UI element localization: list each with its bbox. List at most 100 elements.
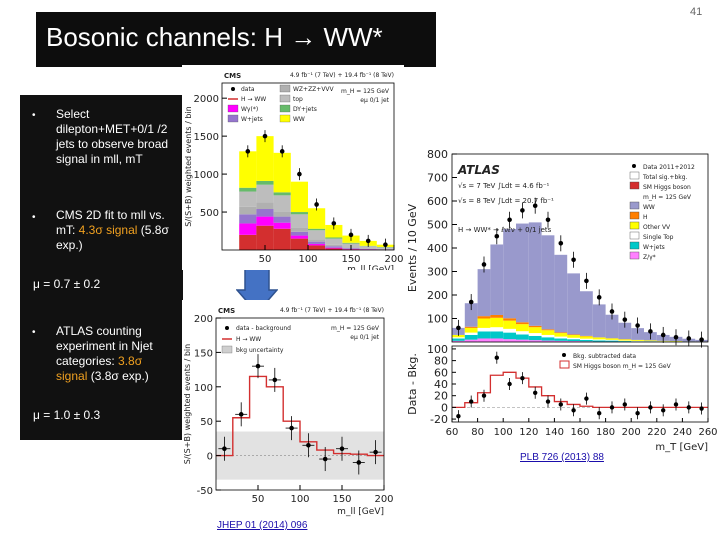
stack-bar: [516, 223, 529, 323]
stack-bar: [477, 318, 491, 328]
legend-label: Wγ(*): [241, 106, 258, 113]
stack-bar: [273, 216, 291, 223]
stack-bar: [490, 244, 504, 315]
data-point: [456, 413, 461, 419]
data-point: [532, 203, 538, 208]
legend-marker: [632, 164, 636, 168]
chart-header: ATLAS: [457, 163, 500, 177]
x-tick-label: 160: [570, 427, 589, 438]
data-point: [279, 149, 285, 154]
legend-label: Total sig.+bkg.: [642, 174, 688, 181]
stack-bar: [290, 214, 308, 228]
stack-bar: [273, 211, 291, 217]
chart-lumi: √s = 7 TeV ∫Ldt = 4.6 fb⁻¹: [458, 182, 550, 190]
x-tick-label: 150: [341, 254, 360, 265]
legend-label: SM Higgs boson m_H = 125 GeV: [573, 363, 672, 370]
cms-reference-link[interactable]: JHEP 01 (2014) 096: [217, 520, 308, 531]
legend-label: H → WW: [241, 96, 266, 103]
y-axis-label: S/(S+B) weighted events / bin: [183, 344, 192, 464]
legend-marker: [559, 360, 570, 369]
stack-bar: [239, 151, 257, 188]
data-point: [622, 317, 628, 322]
data-point: [494, 355, 499, 360]
stack-bar: [256, 209, 274, 217]
data-point: [322, 456, 328, 462]
stack-bar: [290, 212, 308, 215]
legend-label: W+jets: [643, 244, 665, 251]
stack-bar: [325, 238, 343, 245]
y-tick-label: 100: [194, 383, 213, 394]
stack-bar: [592, 304, 606, 338]
data-point: [348, 232, 354, 238]
y-tick-label: 400: [427, 242, 448, 255]
data-point: [520, 375, 525, 381]
chart-annotation: eμ 0/1 jet: [360, 97, 389, 104]
stack-bar: [631, 339, 644, 341]
data-point: [545, 399, 551, 404]
y-tick-label: 1500: [194, 132, 219, 143]
stack-bar: [618, 322, 632, 340]
x-tick-label: 50: [252, 494, 265, 505]
data-point: [673, 402, 679, 407]
y-tick-label: 150: [194, 348, 213, 359]
stack-bar: [503, 328, 516, 333]
y-tick-label: 20: [434, 390, 448, 403]
atlas-reference-link[interactable]: PLB 726 (2013) 88: [520, 452, 604, 463]
stack-bar: [477, 316, 491, 319]
y-tick-label: 40: [434, 378, 448, 391]
data-point: [255, 363, 261, 369]
x-tick-label: 180: [596, 427, 615, 438]
data-point: [373, 449, 378, 455]
signal-histogram: [216, 375, 384, 457]
stack-bar: [256, 225, 274, 250]
stack-bar: [605, 339, 619, 341]
y-tick-label: 100: [427, 343, 448, 356]
stack-bar: [273, 192, 291, 196]
stack-bar: [239, 223, 257, 235]
x-axis-label: m_ll [GeV]: [347, 265, 394, 270]
stack-bar: [239, 187, 257, 192]
stack-bar: [554, 332, 568, 334]
x-tick-label: 80: [471, 427, 484, 438]
y-tick-label: 200: [194, 314, 213, 325]
cms-bkgsub-chart: -50 0 50 100 150 200 50 100 150 200 m_ll [GeV] S/(S…: [182, 300, 394, 522]
y-tick-label: 50: [200, 417, 213, 428]
x-tick-label: 100: [298, 254, 317, 265]
legend-marker: [562, 353, 566, 357]
y-tick-label: 500: [200, 208, 219, 219]
stack-bar: [239, 234, 257, 250]
data-point: [272, 377, 278, 383]
y-tick-label: 800: [427, 150, 448, 161]
stack-bar: [256, 216, 274, 226]
stack-bar: [631, 328, 644, 340]
x-tick-label: 120: [519, 427, 538, 438]
bullet-text-part: (3.8σ exp.): [87, 369, 149, 383]
chart-annotation: eμ 0/1 jet: [350, 334, 379, 341]
legend-marker: [227, 104, 239, 113]
stack-bar: [464, 327, 478, 333]
stack-bar: [452, 337, 465, 339]
highlight-significance: 3.8σ signal: [56, 354, 143, 383]
stack-bar: [308, 241, 326, 244]
legend-label: DY+jets: [293, 106, 317, 113]
stack-bar: [605, 340, 619, 342]
title-bar: [36, 12, 436, 67]
stack-bar: [273, 222, 291, 229]
data-point: [222, 446, 227, 452]
stack-bar: [516, 331, 529, 335]
stack-bar: [541, 334, 555, 338]
stack-bar: [452, 340, 465, 342]
stack-bar: [605, 338, 619, 340]
stack-bar: [605, 314, 619, 339]
chart-lumi: 4.9 fb⁻¹ (7 TeV) + 19.4 fb⁻¹ (8 TeV): [280, 307, 384, 314]
stack-bar: [541, 340, 555, 342]
stack-bar: [325, 224, 343, 238]
stack-bar: [618, 341, 632, 342]
stack-bar: [256, 136, 274, 181]
data-point: [699, 337, 704, 342]
stack-bar: [554, 333, 568, 337]
data-point: [699, 406, 704, 411]
x-tick-label: 220: [647, 427, 666, 438]
data-point: [648, 405, 653, 410]
